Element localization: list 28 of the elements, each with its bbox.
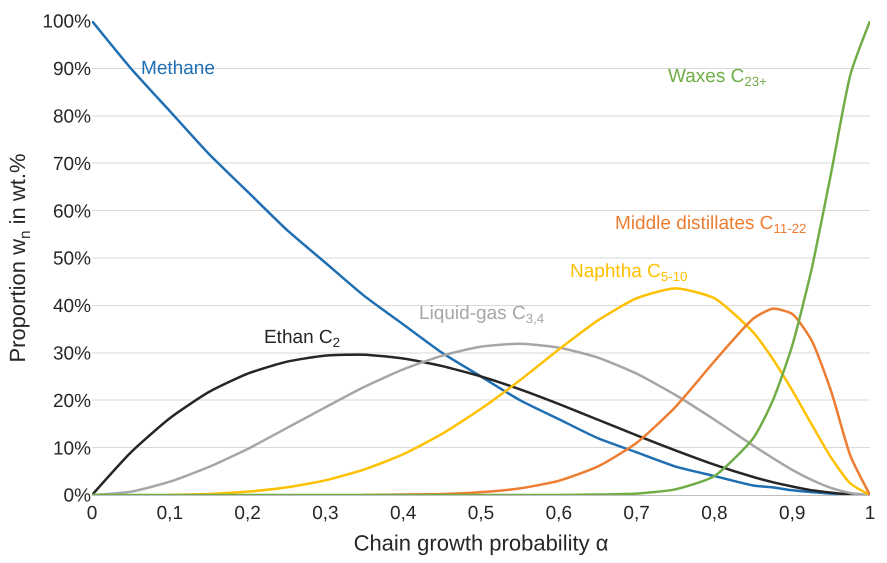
y-tick-label: 60% <box>52 201 92 222</box>
x-tick-label: 0,7 <box>623 502 650 524</box>
x-tick-label: 1 <box>864 502 876 524</box>
y-tick-label: 10% <box>52 438 92 460</box>
y-tick-label: 70% <box>52 154 92 175</box>
x-tick-label: 0,1 <box>156 502 184 524</box>
x-tick-label: 0,4 <box>390 502 417 524</box>
series-label: Liquid-gas C$_{3,4}$ <box>419 303 544 326</box>
x-tick-label: 0,3 <box>312 502 339 524</box>
text: Waxes C$_{23+}$ <box>668 66 768 89</box>
x-tick-label: 0,5 <box>468 502 494 524</box>
line-series <box>168 287 870 495</box>
x-tick-label: 0,2 <box>234 502 261 524</box>
y-tick-label: 20% <box>52 390 92 412</box>
y-tick-label: 50% <box>52 248 92 270</box>
y-tick-label: 90% <box>52 59 92 80</box>
series-label: Methane <box>141 58 215 79</box>
x-tick-label: 0,6 <box>546 502 572 524</box>
series-label: Ethan C$_{2}$ <box>264 327 340 350</box>
text: Middle distillates C$_{11-22}$ <box>615 213 806 236</box>
y-tick-label: 100% <box>42 12 92 33</box>
x-tick-label: 0,9 <box>778 502 806 524</box>
x-tick-label: 0,8 <box>701 502 728 524</box>
x-axis-title: Chain growth probability α <box>354 530 609 556</box>
y-tick-label: 30% <box>52 343 92 364</box>
series-label: Naphtha C$_{5-10}$ <box>570 261 688 284</box>
y-tick-label: 80% <box>52 106 92 128</box>
y-tick-label: 40% <box>52 296 92 318</box>
